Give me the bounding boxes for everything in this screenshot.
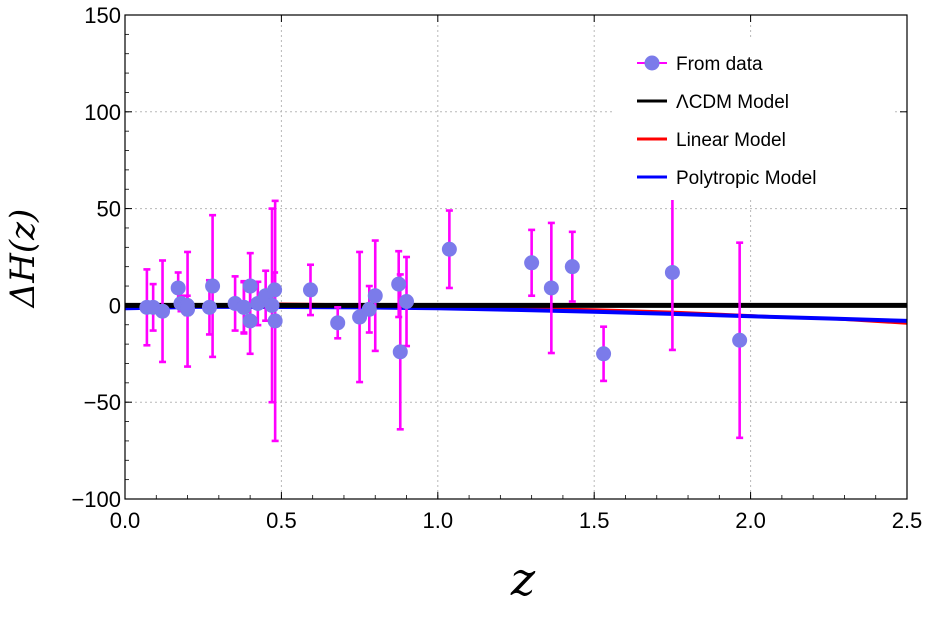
data-point [441, 241, 457, 257]
x-tick-label: 0.0 [110, 508, 141, 533]
data-point [596, 346, 612, 362]
y-tick-label: 100 [84, 100, 121, 125]
y-tick-label: 0 [109, 293, 121, 318]
x-tick-label: 1.0 [423, 508, 454, 533]
y-tick-label: 50 [97, 197, 121, 222]
data-point [664, 264, 680, 280]
data-point [361, 301, 377, 317]
legend-background [612, 40, 892, 200]
data-point [236, 299, 252, 315]
legend: From data ΛCDM Model Linear Model Polytropi… [612, 40, 892, 200]
x-axis-title: z [510, 552, 536, 606]
legend-label: ΛCDM Model [676, 92, 789, 113]
y-tick-label: −50 [84, 390, 121, 415]
x-tick-label: 1.5 [579, 508, 610, 533]
legend-label: Polytropic Model [676, 168, 816, 189]
legend-entry: From data [637, 54, 763, 75]
data-point [155, 303, 171, 319]
legend-entry: ΛCDM Model [637, 92, 789, 113]
data-point [180, 301, 196, 317]
data-point [242, 313, 258, 329]
data-point [367, 288, 383, 304]
data-point [205, 278, 221, 294]
legend-entry: Linear Model [637, 130, 786, 151]
data-point [330, 315, 346, 331]
legend-label: Linear Model [676, 130, 786, 151]
x-tick-label: 0.5 [266, 508, 297, 533]
x-tick-label: 2.0 [735, 508, 766, 533]
data-point [264, 297, 280, 313]
data-point [524, 255, 540, 271]
axis-ticks: 0.0 0.5 1.0 1.5 2.0 2.5 −100 −50 0 50 100 150 [71, 3, 922, 533]
plot-frame [124, 14, 908, 500]
legend-entry: Polytropic Model [637, 168, 816, 189]
data-point [391, 276, 407, 292]
legend-swatch-marker [644, 55, 660, 71]
data-point [302, 282, 318, 298]
data-point [201, 299, 217, 315]
data-point [267, 282, 283, 298]
data-point [732, 332, 748, 348]
data-point [242, 278, 258, 294]
y-tick-label: 150 [84, 3, 121, 28]
y-tick-label: −100 [71, 487, 121, 512]
data-point [399, 294, 415, 310]
data-point [564, 259, 580, 275]
legend-label: From data [676, 54, 763, 75]
data-point [543, 280, 559, 296]
data-point [267, 313, 283, 329]
data-point [392, 344, 408, 360]
plot-series [124, 193, 908, 443]
x-tick-label: 2.5 [892, 508, 923, 533]
data-point [170, 280, 186, 296]
y-axis-title: ΔH(z) [3, 209, 43, 310]
